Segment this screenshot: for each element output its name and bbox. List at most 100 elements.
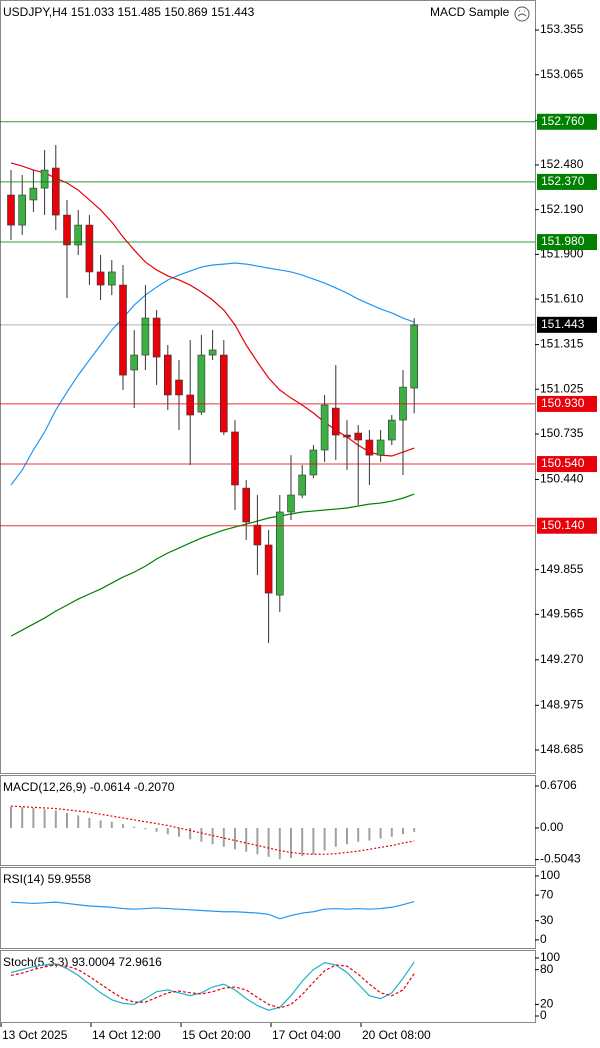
candle-body xyxy=(40,169,49,189)
candle-body xyxy=(152,317,161,358)
y-tick-label: 0 xyxy=(540,932,547,946)
panel-frame xyxy=(0,0,536,774)
candle-body xyxy=(130,354,138,371)
candle-body xyxy=(287,494,295,513)
y-tick-label: 30 xyxy=(540,913,554,927)
candle-body xyxy=(275,511,284,596)
y-tick-label: 0.00 xyxy=(540,820,564,834)
panel-title: MACD(12,26,9) -0.0614 -0.2070 xyxy=(3,780,175,794)
candle-body xyxy=(387,419,396,441)
candle-body xyxy=(220,354,228,433)
candle-body xyxy=(119,284,127,376)
y-tick-label: 148.975 xyxy=(540,697,584,711)
x-tick-label: 17 Oct 04:00 xyxy=(272,1028,341,1042)
expert-icon-face xyxy=(517,10,527,17)
panel-title: USDJPY,H4 151.033 151.485 150.869 151.44… xyxy=(3,5,255,19)
panel-title: Stoch(5,3,3) 93.0004 72.9616 xyxy=(3,955,162,969)
y-tick-label: 20 xyxy=(540,997,554,1011)
y-tick-label: 100 xyxy=(540,868,560,882)
x-tick-label: 14 Oct 12:00 xyxy=(92,1028,161,1042)
candle-body xyxy=(141,317,150,356)
signal-line xyxy=(10,805,415,855)
level-label: 150.140 xyxy=(541,518,585,532)
level-label-box xyxy=(537,234,597,251)
candle-body xyxy=(197,354,206,413)
y-tick-label: 0 xyxy=(540,1008,547,1022)
x-tick-label: 20 Oct 08:00 xyxy=(362,1028,431,1042)
y-tick-label: 80 xyxy=(540,962,554,976)
x-tick-label: 13 Oct 2025 xyxy=(2,1028,68,1042)
level-label-box xyxy=(537,395,597,412)
candle-body xyxy=(320,404,329,451)
level-label: 150.930 xyxy=(541,396,585,410)
level-label-box xyxy=(537,173,597,190)
candle-body xyxy=(242,487,250,523)
expert-name: MACD Sample xyxy=(430,5,510,19)
y-tick-label: 152.480 xyxy=(540,157,584,171)
y-tick-label: 149.565 xyxy=(540,607,584,621)
expert-icon xyxy=(514,6,530,22)
stoch-main-line xyxy=(10,961,415,1011)
candle-body xyxy=(51,167,60,216)
x-tick-label: 15 Oct 20:00 xyxy=(182,1028,251,1042)
candle-body xyxy=(376,439,385,456)
candle-body xyxy=(63,214,71,246)
candle-body xyxy=(96,271,105,286)
y-tick-label: 148.685 xyxy=(540,742,584,756)
candle-body xyxy=(186,394,194,416)
y-tick-label: 153.065 xyxy=(540,67,584,81)
moving-average xyxy=(10,262,415,486)
y-tick-label: 151.900 xyxy=(540,247,584,261)
candle-body xyxy=(208,349,217,356)
y-tick-label: 0.6706 xyxy=(540,778,577,792)
y-tick-label: 151.025 xyxy=(540,381,584,395)
rsi-line xyxy=(10,900,415,920)
level-label: 150.540 xyxy=(541,456,585,470)
level-label-box xyxy=(537,456,597,473)
level-label: 152.370 xyxy=(541,174,585,188)
stoch-signal-line xyxy=(10,964,415,1009)
y-tick-label: -0.5043 xyxy=(540,852,581,866)
candle-body xyxy=(343,434,351,438)
candle-body xyxy=(331,407,340,436)
candle-body xyxy=(264,544,273,594)
y-tick-label: 149.855 xyxy=(540,562,584,576)
y-tick-label: 150.735 xyxy=(540,426,584,440)
y-tick-label: 151.610 xyxy=(540,291,584,305)
candle-body xyxy=(29,187,38,201)
level-label-box xyxy=(537,316,597,333)
level-label: 151.443 xyxy=(541,317,585,331)
y-tick-label: 152.190 xyxy=(540,202,584,216)
candle-body xyxy=(164,354,172,396)
candle-body xyxy=(253,524,262,546)
panel-frame xyxy=(0,950,536,1023)
candle-body xyxy=(309,449,318,476)
y-tick-label: 150.440 xyxy=(540,472,584,486)
candle-body xyxy=(231,431,239,486)
panel-frame xyxy=(0,867,536,949)
y-tick-label: 149.270 xyxy=(540,652,584,666)
candle-body xyxy=(175,379,183,396)
y-tick-label: 153.355 xyxy=(540,22,584,36)
moving-average xyxy=(10,493,415,637)
candle-body xyxy=(7,194,15,226)
level-label: 152.760 xyxy=(541,114,585,128)
candle-body xyxy=(18,194,27,226)
y-tick-label: 151.315 xyxy=(540,337,584,351)
candle-body xyxy=(298,474,307,496)
candle-body xyxy=(85,224,94,273)
level-label-box xyxy=(537,517,597,534)
y-tick-label: 70 xyxy=(540,887,554,901)
panel-frame xyxy=(0,775,536,866)
level-label-box xyxy=(537,113,597,130)
panel-title: RSI(14) 59.9558 xyxy=(3,872,91,886)
candle-body xyxy=(365,439,374,456)
level-label: 151.980 xyxy=(541,234,585,248)
candle-body xyxy=(410,324,419,389)
y-tick-label: 100 xyxy=(540,950,560,964)
candle-body xyxy=(108,271,116,286)
candle-body xyxy=(74,224,82,246)
